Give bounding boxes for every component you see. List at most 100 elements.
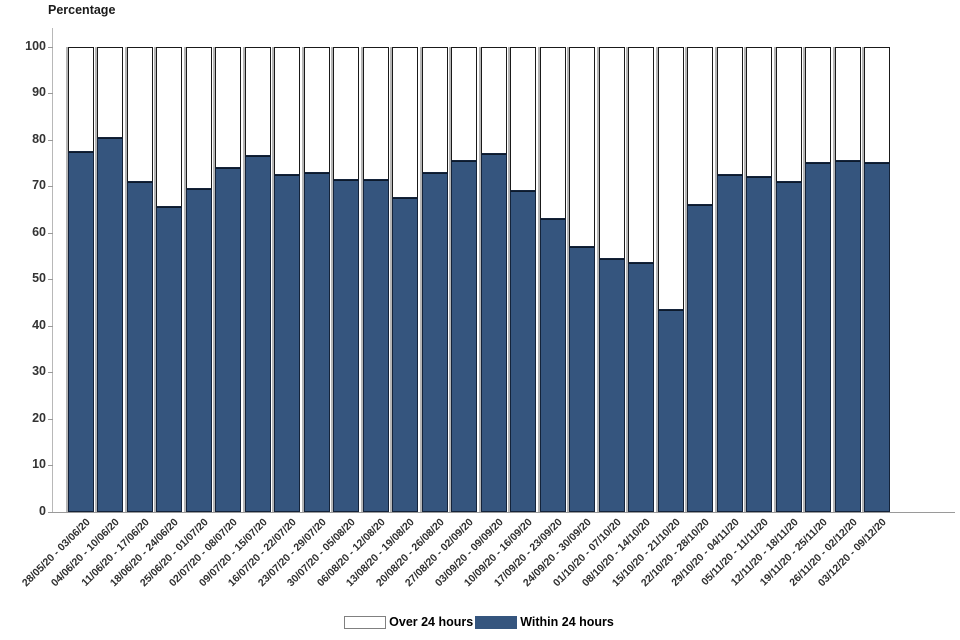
y-tick-mark [48,326,53,327]
y-axis [52,28,53,513]
bar-slot [597,47,627,512]
bar-segment-within-24h [421,173,448,512]
bar-segment-over-24h [185,47,212,189]
bar-segment-over-24h [569,47,596,247]
x-axis [52,512,955,513]
bar-segment-within-24h [628,263,655,512]
bars-area [66,47,892,512]
bar-segment-over-24h [598,47,625,259]
bar-segment-over-24h [362,47,389,180]
bar-slot [538,47,568,512]
bar-slot [804,47,834,512]
bar-slot [361,47,391,512]
bar-segment-within-24h [362,180,389,512]
bar-segment-over-24h [775,47,802,182]
y-tick-mark [48,372,53,373]
bar-segment-within-24h [274,175,301,512]
bar-segment-within-24h [775,182,802,512]
bar-slot [627,47,657,512]
bar-segment-over-24h [215,47,242,168]
bar-segment-within-24h [333,180,360,512]
bar-segment-over-24h [510,47,537,191]
legend-item: Within 24 hours [475,615,616,629]
bar-slot [656,47,686,512]
bar-segment-over-24h [716,47,743,175]
y-tick-label: 10 [32,457,46,471]
y-tick-label: 90 [32,85,46,99]
bar-slot [214,47,244,512]
bar-segment-over-24h [480,47,507,154]
y-tick-mark [48,512,53,513]
y-tick-mark [48,93,53,94]
bar-slot [745,47,775,512]
bar-segment-over-24h [657,47,684,310]
stacked-bar [569,47,596,512]
bar-slot [450,47,480,512]
y-tick-label: 70 [32,178,46,192]
legend: Over 24 hours Within 24 hours [0,615,960,629]
stacked-bar [539,47,566,512]
legend-label: Within 24 hours [520,615,614,629]
bar-segment-within-24h [569,247,596,512]
stacked-bar [244,47,271,512]
bar-slot [273,47,303,512]
stacked-bar [805,47,832,512]
bar-segment-over-24h [333,47,360,180]
y-tick-mark [48,419,53,420]
bar-segment-over-24h [746,47,773,177]
bar-segment-within-24h [805,163,832,512]
bar-segment-over-24h [628,47,655,263]
bar-segment-over-24h [126,47,153,182]
bar-segment-within-24h [539,219,566,512]
bar-segment-within-24h [126,182,153,512]
bar-segment-within-24h [716,175,743,512]
legend-label: Over 24 hours [389,615,474,629]
bar-segment-within-24h [834,161,861,512]
bar-segment-within-24h [185,189,212,512]
legend-swatch [344,615,387,629]
bar-segment-within-24h [392,198,419,512]
y-tick-label: 60 [32,225,46,239]
bar-slot [479,47,509,512]
bar-segment-within-24h [598,259,625,512]
bar-slot [568,47,598,512]
y-tick-label: 30 [32,364,46,378]
bar-slot [96,47,126,512]
y-tick-label: 100 [25,39,46,53]
y-tick-mark [48,47,53,48]
bar-segment-over-24h [274,47,301,175]
bar-segment-within-24h [156,207,183,512]
bar-segment-over-24h [687,47,714,205]
stacked-bar [834,47,861,512]
y-tick-mark [48,186,53,187]
stacked-bar [657,47,684,512]
stacked-bar [864,47,891,512]
bar-slot [243,47,273,512]
bar-slot [420,47,450,512]
stacked-bar [362,47,389,512]
stacked-bar [510,47,537,512]
bar-segment-over-24h [97,47,124,138]
y-tick-mark [48,279,53,280]
bar-segment-within-24h [657,310,684,512]
y-tick-label: 50 [32,271,46,285]
stacked-bar [421,47,448,512]
legend-swatch [475,615,518,629]
y-tick-label: 20 [32,411,46,425]
stacked-bar [126,47,153,512]
bar-slot [509,47,539,512]
stacked-bar [628,47,655,512]
stacked-bar [215,47,242,512]
bar-slot [686,47,716,512]
bar-segment-within-24h [864,163,891,512]
y-tick-mark [48,140,53,141]
bar-slot [833,47,863,512]
stacked-bar [67,47,94,512]
stacked-bar [480,47,507,512]
bar-segment-within-24h [67,152,94,512]
bar-segment-over-24h [805,47,832,163]
y-tick-mark [48,233,53,234]
bar-segment-over-24h [244,47,271,156]
stacked-bar [716,47,743,512]
